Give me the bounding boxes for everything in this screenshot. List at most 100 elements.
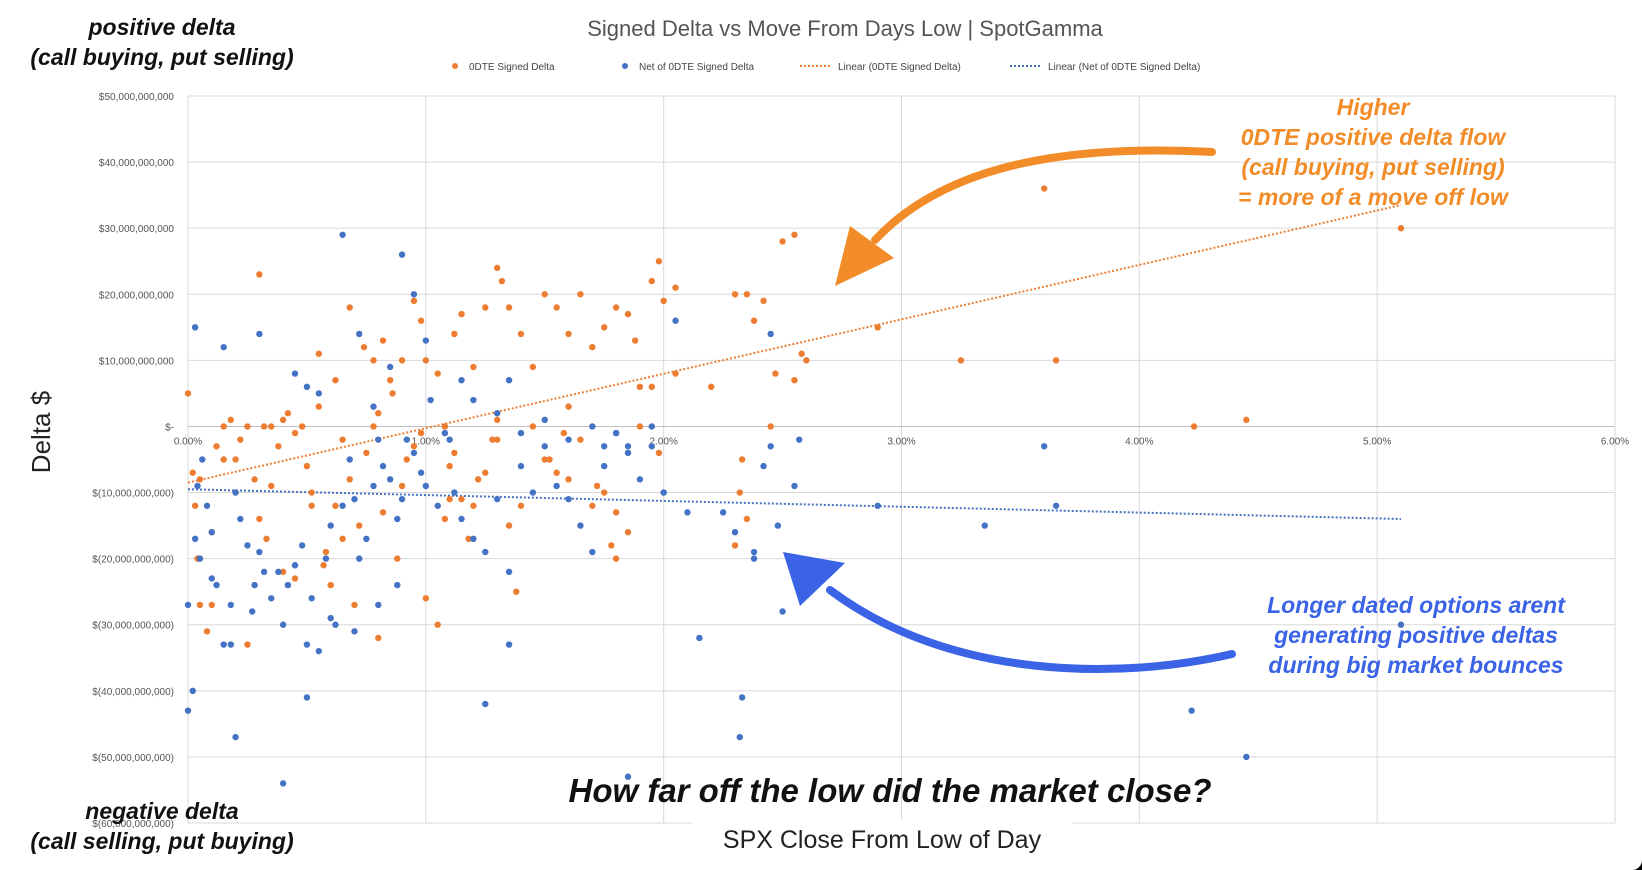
scatter-point <box>251 581 258 589</box>
scatter-point <box>398 251 406 258</box>
scatter-point <box>327 522 334 529</box>
scatter-point <box>427 396 434 404</box>
scatter-point <box>465 535 472 543</box>
scatter-point <box>957 357 965 364</box>
x-tick-label: 1.00% <box>412 436 440 447</box>
scatter-point <box>553 482 560 490</box>
trendline <box>187 488 1401 520</box>
scatter-point <box>1190 423 1198 430</box>
scatter-point <box>553 304 560 311</box>
legend-marker <box>452 63 458 69</box>
scatter-point <box>601 462 608 470</box>
scatter-point <box>589 343 596 351</box>
scatter-point <box>417 469 425 476</box>
scatter-point <box>315 390 323 397</box>
x-tick-label: 5.00% <box>1363 436 1391 447</box>
blue-callout-line: generating positive deltas <box>1274 622 1558 648</box>
blue-callout-line: Longer dated options arent <box>1267 592 1565 618</box>
scatter-point <box>403 436 411 443</box>
scatter-point <box>624 529 632 536</box>
scatter-point <box>648 423 655 430</box>
scatter-point <box>648 443 655 450</box>
scatter-point <box>298 542 306 549</box>
scatter-point <box>565 436 572 443</box>
scatter-point <box>422 357 430 364</box>
scatter-point <box>655 449 663 457</box>
bottom-question: How far off the low did the market close… <box>568 772 1212 809</box>
scatter-point <box>660 297 667 305</box>
scatter-point <box>767 443 774 450</box>
scatter-point <box>256 271 263 278</box>
scatter-point <box>767 423 774 430</box>
scatter-point <box>648 277 655 285</box>
scatter-point <box>220 641 227 648</box>
scatter-point <box>332 502 339 509</box>
negative-delta-note: negative delta (call selling, put buying… <box>12 796 312 856</box>
scatter-point <box>279 416 287 424</box>
chart-title: Signed Delta vs Move From Days Low | Spo… <box>587 16 1103 41</box>
scatter-point <box>446 495 453 503</box>
scatter-point <box>474 476 482 483</box>
scatter-point <box>189 687 196 695</box>
scatter-point <box>249 608 256 615</box>
scatter-point <box>743 291 751 298</box>
y-tick-label: $- <box>165 422 174 433</box>
scatter-point <box>981 522 988 529</box>
scatter-point <box>284 581 292 589</box>
scatter-point <box>791 231 798 238</box>
scatter-point <box>498 277 506 285</box>
scatter-point <box>589 423 596 430</box>
scatter-point <box>256 515 263 523</box>
scatter-point <box>410 297 418 305</box>
scatter-point <box>291 429 299 437</box>
scatter-point <box>577 522 584 529</box>
scatter-point <box>375 410 382 417</box>
positive-delta-sublabel: (call buying, put selling) <box>30 44 294 70</box>
scatter-point <box>370 423 377 430</box>
scatter-point <box>731 291 739 298</box>
orange-callout-line: (call buying, put selling) <box>1241 154 1505 180</box>
scatter-point <box>779 608 786 615</box>
data-points <box>184 185 1405 787</box>
scatter-point <box>601 443 608 450</box>
scatter-point <box>1188 707 1195 714</box>
scatter-point <box>356 522 363 529</box>
scatter-point <box>194 482 201 490</box>
scatter-point <box>624 773 632 780</box>
scatter-point <box>767 330 774 338</box>
scatter-point <box>493 264 501 272</box>
scatter-point <box>268 482 275 490</box>
scatter-point <box>191 324 199 331</box>
scatter-point <box>386 476 394 483</box>
scatter-point <box>1041 185 1048 192</box>
scatter-point <box>505 568 513 576</box>
scatter-point <box>660 489 667 496</box>
scatter-point <box>327 614 334 622</box>
y-tick-label: $10,000,000,000 <box>99 356 175 367</box>
scatter-point <box>874 502 881 509</box>
chart-legend: 0DTE Signed Delta Net of 0DTE Signed Delt… <box>452 62 1200 73</box>
y-tick-label: $(30,000,000,000) <box>92 621 174 632</box>
scatter-point <box>303 694 311 701</box>
scatter-point <box>232 456 239 463</box>
scatter-point <box>505 522 513 529</box>
scatter-point <box>470 535 477 543</box>
scatter-point <box>482 548 489 556</box>
scatter-point <box>291 562 299 569</box>
scatter-point <box>410 291 418 298</box>
scatter-point <box>275 443 282 450</box>
scatter-point <box>291 370 299 377</box>
scatter-point <box>470 396 477 404</box>
scatter-point <box>227 416 235 424</box>
scatter-point <box>237 515 244 523</box>
scatter-point <box>772 370 779 377</box>
scatter-point <box>529 363 537 371</box>
scatter-point <box>394 515 401 523</box>
scatter-point <box>589 502 596 509</box>
scatter-point <box>505 304 513 311</box>
scatter-point <box>593 482 601 490</box>
scatter-point <box>379 509 387 516</box>
scatter-point <box>208 529 215 536</box>
scatter-point <box>529 489 537 496</box>
scatter-point <box>275 568 282 576</box>
